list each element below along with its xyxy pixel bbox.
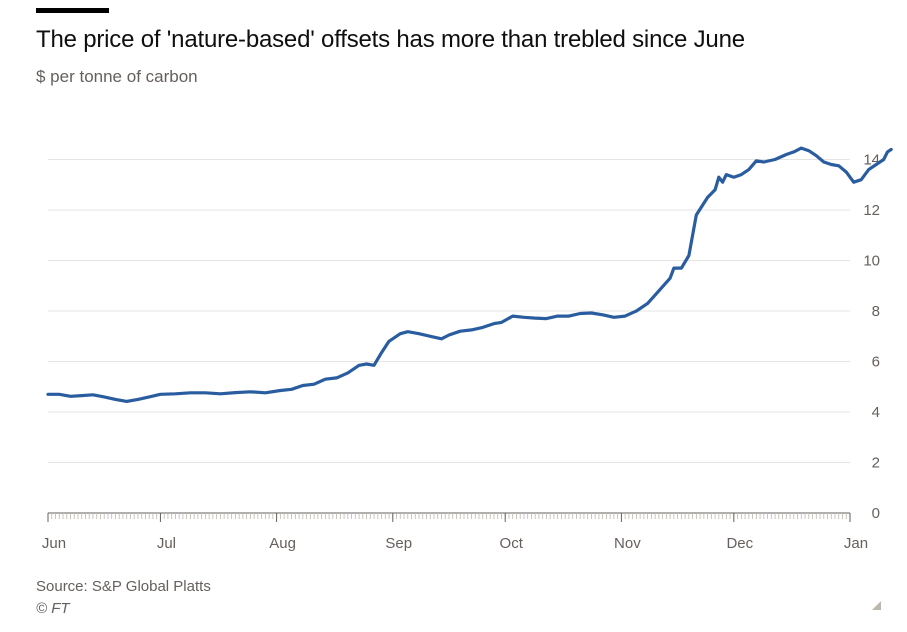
x-tick-label: Jun xyxy=(42,535,66,552)
resize-corner-icon xyxy=(872,601,881,610)
x-tick-label: Dec xyxy=(726,535,753,552)
y-tick-label: 12 xyxy=(863,202,880,219)
y-tick-label: 10 xyxy=(863,253,880,270)
chart-subtitle: $ per tonne of carbon xyxy=(36,67,198,86)
y-tick-label: 6 xyxy=(872,354,880,371)
y-tick-label: 4 xyxy=(872,404,880,421)
x-tick-label: Oct xyxy=(500,535,524,552)
price-series-line xyxy=(46,146,893,403)
y-tick-label: 2 xyxy=(872,455,880,472)
y-tick-label: 8 xyxy=(872,303,880,320)
x-tick-label: Jul xyxy=(157,535,176,552)
x-tick-label: Sep xyxy=(385,535,412,552)
x-tick-label: Jan xyxy=(844,535,868,552)
title-accent-bar xyxy=(36,8,109,13)
y-tick-label: 0 xyxy=(872,505,880,522)
x-tick-label: Nov xyxy=(614,535,641,552)
source-note: Source: S&P Global Platts xyxy=(36,578,211,595)
x-tick-label: Aug xyxy=(269,535,296,552)
chart-title: The price of 'nature-based' offsets has … xyxy=(36,26,745,53)
copyright-credit: © FT xyxy=(36,600,70,617)
